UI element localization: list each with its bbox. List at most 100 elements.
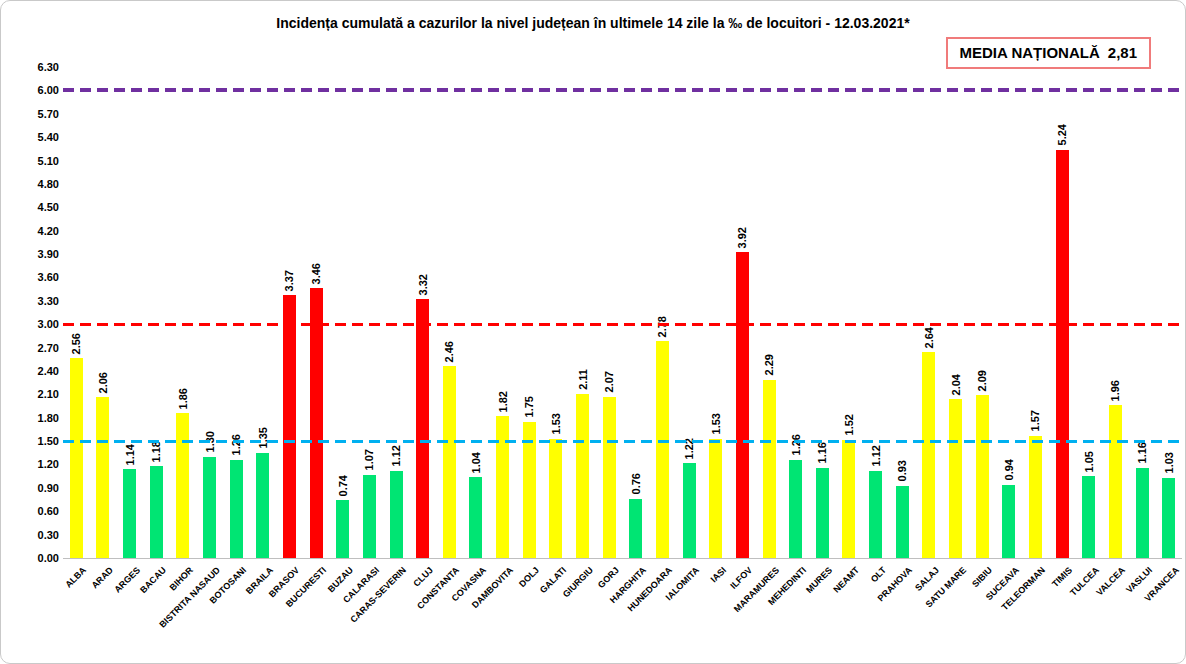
bar-SUCEAVA bbox=[1002, 485, 1015, 558]
bar-value-BACAU: 1.18 bbox=[149, 441, 163, 462]
bar-value-SATU MARE: 2.04 bbox=[949, 374, 963, 395]
bar-value-BUZAU: 0.74 bbox=[336, 475, 350, 496]
bar-value-IASI: 1.53 bbox=[709, 413, 723, 434]
reference-line-3.00 bbox=[63, 323, 1182, 326]
y-axis-tick-3.00: 3.00 bbox=[1, 317, 59, 331]
y-axis-tick-0.00: 0.00 bbox=[1, 551, 59, 565]
y-axis-tick-3.30: 3.30 bbox=[1, 294, 59, 308]
bar-SIBIU bbox=[976, 395, 989, 558]
bar-value-GIURGIU: 2.11 bbox=[576, 369, 590, 390]
bar-value-CARAS-SEVERIN: 1.12 bbox=[389, 445, 403, 466]
y-axis-tick-5.70: 5.70 bbox=[1, 107, 59, 121]
bar-ARGES bbox=[123, 469, 136, 558]
bar-value-TULCEA: 1.05 bbox=[1082, 451, 1096, 472]
bar-BUZAU bbox=[336, 500, 349, 558]
bar-value-VALCEA: 1.96 bbox=[1108, 380, 1122, 401]
bar-value-GALATI: 1.53 bbox=[549, 413, 563, 434]
bar-SATU MARE bbox=[949, 399, 962, 558]
bar-value-NEAMT: 1.52 bbox=[842, 414, 856, 435]
bar-MEHEDINTI bbox=[789, 460, 802, 558]
bar-value-TIMIS: 5.24 bbox=[1055, 124, 1069, 145]
bar-CONSTANTA bbox=[443, 366, 456, 558]
bar-value-CALARASI: 1.07 bbox=[362, 449, 376, 470]
bar-GIURGIU bbox=[576, 394, 589, 558]
bar-value-DOLJ: 1.75 bbox=[522, 396, 536, 417]
bar-BISTRITA NASAUD bbox=[203, 457, 216, 558]
bar-TELEORMAN bbox=[1029, 436, 1042, 558]
bar-VALCEA bbox=[1109, 405, 1122, 558]
bar-GALATI bbox=[549, 439, 562, 558]
bar-IASI bbox=[709, 439, 722, 558]
bar-value-HARGHITA: 0.76 bbox=[629, 473, 643, 494]
bar-VRANCEA bbox=[1162, 478, 1175, 558]
bar-value-BRASOV: 3.37 bbox=[282, 270, 296, 291]
bar-CARAS-SEVERIN bbox=[390, 471, 403, 558]
y-axis-tick-0.30: 0.30 bbox=[1, 528, 59, 542]
bar-value-SUCEAVA: 0.94 bbox=[1002, 459, 1016, 480]
bar-value-HUNEDOARA: 2.78 bbox=[655, 316, 669, 337]
national-average-label: MEDIA NAȚIONALĂ bbox=[960, 44, 1100, 61]
bar-value-SALAJ: 2.64 bbox=[922, 327, 936, 348]
bar-HARGHITA bbox=[629, 499, 642, 558]
bar-BIHOR bbox=[176, 413, 189, 558]
bar-value-CONSTANTA: 2.46 bbox=[442, 341, 456, 362]
bar-value-PRAHOVA: 0.93 bbox=[895, 460, 909, 481]
bar-VASLUI bbox=[1136, 468, 1149, 558]
bar-IALOMITA bbox=[683, 463, 696, 558]
bar-value-DAMBOVITA: 1.82 bbox=[496, 391, 510, 412]
y-axis-tick-0.60: 0.60 bbox=[1, 504, 59, 518]
y-axis-tick-2.70: 2.70 bbox=[1, 341, 59, 355]
bar-value-GORJ: 2.07 bbox=[602, 371, 616, 392]
bar-value-ILFOV: 3.92 bbox=[735, 227, 749, 248]
bar-BOTOSANI bbox=[230, 460, 243, 558]
bar-value-VASLUI: 1.16 bbox=[1135, 442, 1149, 463]
bar-ILFOV bbox=[736, 252, 749, 558]
y-axis-tick-4.80: 4.80 bbox=[1, 177, 59, 191]
bar-value-CLUJ: 3.32 bbox=[416, 274, 430, 295]
bar-BACAU bbox=[150, 466, 163, 558]
y-axis-tick-1.20: 1.20 bbox=[1, 457, 59, 471]
y-axis-tick-5.10: 5.10 bbox=[1, 154, 59, 168]
bar-value-ALBA: 2.56 bbox=[69, 333, 83, 354]
y-axis-tick-6.30: 6.30 bbox=[1, 60, 59, 74]
y-axis-tick-2.40: 2.40 bbox=[1, 364, 59, 378]
bar-DAMBOVITA bbox=[496, 416, 509, 558]
y-axis-tick-6.00: 6.00 bbox=[1, 83, 59, 97]
bar-MARAMURES bbox=[763, 380, 776, 558]
bar-ARAD bbox=[96, 397, 109, 558]
bar-MURES bbox=[816, 468, 829, 558]
bar-value-TELEORMAN: 1.57 bbox=[1028, 410, 1042, 431]
bar-value-MURES: 1.16 bbox=[815, 442, 829, 463]
y-axis-tick-1.50: 1.50 bbox=[1, 434, 59, 448]
bar-BRAILA bbox=[256, 453, 269, 558]
bar-value-BUCURESTI: 3.46 bbox=[309, 263, 323, 284]
bar-ALBA bbox=[70, 358, 83, 558]
y-axis-tick-2.10: 2.10 bbox=[1, 387, 59, 401]
bar-TULCEA bbox=[1082, 476, 1095, 558]
y-axis-tick-4.20: 4.20 bbox=[1, 224, 59, 238]
national-average-box: MEDIA NAȚIONALĂ2,81 bbox=[946, 37, 1151, 69]
y-axis-tick-0.90: 0.90 bbox=[1, 481, 59, 495]
bar-value-OLT: 1.12 bbox=[869, 445, 883, 466]
bar-value-MARAMURES: 2.29 bbox=[762, 354, 776, 375]
chart-title: Incidența cumulată a cazurilor la nivel … bbox=[1, 15, 1185, 31]
y-axis-tick-3.60: 3.60 bbox=[1, 270, 59, 284]
y-axis-tick-4.50: 4.50 bbox=[1, 200, 59, 214]
chart-frame: Incidența cumulată a cazurilor la nivel … bbox=[0, 0, 1186, 664]
reference-line-1.50 bbox=[63, 440, 1182, 443]
bar-OLT bbox=[869, 471, 882, 558]
bar-SALAJ bbox=[922, 352, 935, 558]
y-axis-tick-1.80: 1.80 bbox=[1, 411, 59, 425]
bar-value-COVASNA: 1.04 bbox=[469, 452, 483, 473]
bar-BRASOV bbox=[283, 295, 296, 558]
bar-value-SIBIU: 2.09 bbox=[975, 370, 989, 391]
bar-value-ARGES: 1.14 bbox=[123, 444, 137, 465]
bar-value-MEHEDINTI: 1.26 bbox=[789, 434, 803, 455]
bar-value-BOTOSANI: 1.26 bbox=[229, 434, 243, 455]
y-axis-tick-5.40: 5.40 bbox=[1, 130, 59, 144]
y-axis-tick-3.90: 3.90 bbox=[1, 247, 59, 261]
bar-value-VRANCEA: 1.03 bbox=[1162, 452, 1176, 473]
bar-value-BRAILA: 1.35 bbox=[256, 427, 270, 448]
bar-CALARASI bbox=[363, 475, 376, 558]
bar-HUNEDOARA bbox=[656, 341, 669, 558]
